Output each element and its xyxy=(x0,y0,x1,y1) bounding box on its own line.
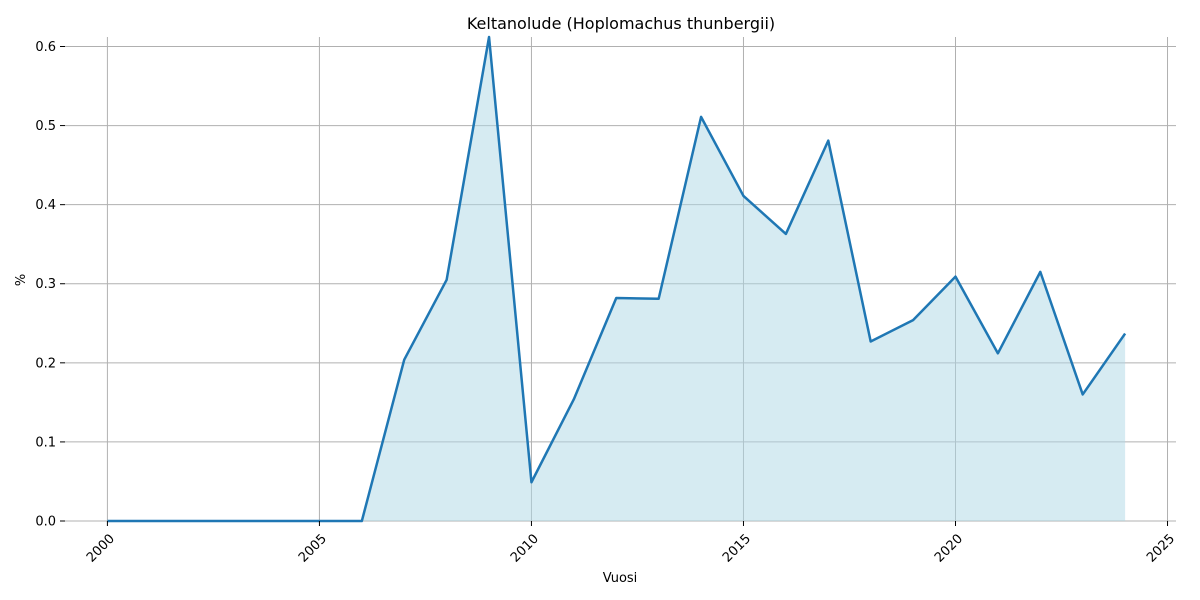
x-tick-label: 2015 xyxy=(720,532,754,566)
y-tick-label: 0.3 xyxy=(35,277,56,292)
y-tick-label: 0.1 xyxy=(35,435,56,450)
x-axis-label: Vuosi xyxy=(603,571,638,586)
x-tick-label: 2025 xyxy=(1144,532,1178,566)
area-fill-layer xyxy=(107,37,1126,521)
y-tick-label: 0.4 xyxy=(35,198,56,213)
x-tick-label: 2000 xyxy=(84,532,118,566)
y-tick-label: 0.5 xyxy=(35,119,56,134)
y-tick-label: 0.2 xyxy=(35,356,56,371)
y-tick-label: 0.6 xyxy=(35,40,56,55)
x-axis: 2000 2005 2010 2015 2020 2025 xyxy=(84,521,1178,566)
y-axis: 0.0 0.1 0.2 0.3 0.4 0.5 0.6 xyxy=(35,40,65,530)
y-axis-label: % xyxy=(14,274,29,286)
chart-title: Keltanolude (Hoplomachus thunbergii) xyxy=(467,14,775,33)
series-line xyxy=(107,35,1127,523)
series-line-layer xyxy=(107,35,1127,523)
x-tick-label: 2005 xyxy=(296,532,330,566)
x-tick-label: 2010 xyxy=(508,532,542,566)
y-tick-label: 0.0 xyxy=(35,515,56,530)
x-tick-label: 2020 xyxy=(932,532,966,566)
area-fill xyxy=(107,37,1126,521)
